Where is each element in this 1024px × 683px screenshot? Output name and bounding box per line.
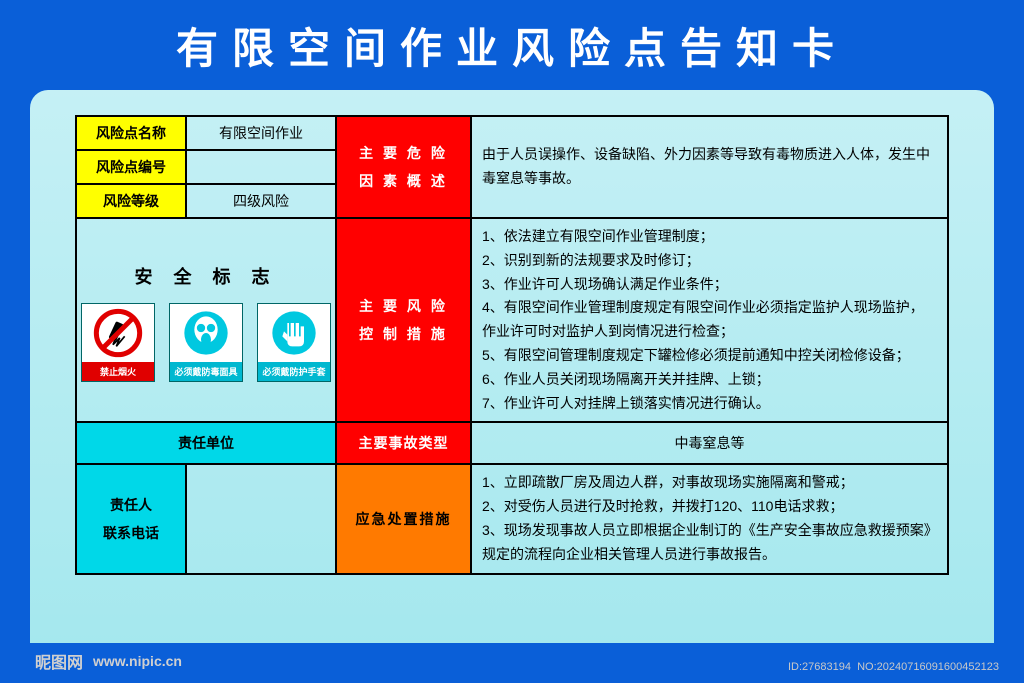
sign-gas-mask: 必须戴防毒面具 <box>169 303 243 382</box>
label-risk-level: 风险等级 <box>76 184 186 218</box>
list-item: 4、有限空间作业管理制度规定有限空间作业必须指定监护人现场监护，作业许可时对监护… <box>482 296 937 344</box>
list-item: 3、现场发现事故人员立即根据企业制订的《生产安全事故应急救援预案》规定的流程向企… <box>482 519 937 567</box>
no-fire-icon <box>82 304 154 362</box>
list-item: 5、有限空间管理制度规定下罐检修必须提前通知中控关闭检修设备； <box>482 344 937 368</box>
label-hazard-summary: 主 要 危 险因 素 概 述 <box>336 116 471 218</box>
watermark-url: www.nipic.cn <box>93 653 182 669</box>
list-item: 7、作业许可人对挂牌上锁落实情况进行确认。 <box>482 392 937 416</box>
risk-table: 风险点名称 有限空间作业 主 要 危 险因 素 概 述 由于人员误操作、设备缺陷… <box>75 115 949 575</box>
title-text: 有限空间作业风险点告知卡 <box>176 15 848 76</box>
value-accident-type: 中毒窒息等 <box>471 422 948 464</box>
label-responsible-org: 责任单位 <box>76 422 336 464</box>
value-risk-level: 四级风险 <box>186 184 336 218</box>
list-item: 1、依法建立有限空间作业管理制度； <box>482 225 937 249</box>
list-item: 6、作业人员关闭现场隔离开关并挂牌、上锁； <box>482 368 937 392</box>
label-contact: 责任人联系电话 <box>76 464 186 573</box>
label-risk-code: 风险点编号 <box>76 150 186 184</box>
label-emergency: 应急处置措施 <box>336 464 471 573</box>
gas-mask-icon <box>170 304 242 362</box>
list-item: 3、作业许可人现场确认满足作业条件； <box>482 273 937 297</box>
sign-label: 必须戴防毒面具 <box>170 362 242 381</box>
list-item: 2、对受伤人员进行及时抢救，并拨打120、110电话求救； <box>482 495 937 519</box>
list-item: 2、识别到新的法规要求及时修订； <box>482 249 937 273</box>
label-risk-name: 风险点名称 <box>76 116 186 150</box>
watermark: 昵图网 www.nipic.cn <box>35 649 182 673</box>
image-meta: ID:27683194 NO:20240716091600452123 <box>788 661 999 673</box>
text-hazard-summary: 由于人员误操作、设备缺陷、外力因素等导致有毒物质进入人体，发生中毒窒息等事故。 <box>471 116 948 218</box>
safety-signs-title: 安 全 标 志 <box>77 251 335 303</box>
label-control-measures: 主 要 风 险控 制 措 施 <box>336 218 471 422</box>
gloves-icon <box>258 304 330 362</box>
sign-no-fire: 禁止烟火 <box>81 303 155 382</box>
list-item: 1、立即疏散厂房及周边人群，对事故现场实施隔离和警戒； <box>482 471 937 495</box>
value-risk-name: 有限空间作业 <box>186 116 336 150</box>
sign-label: 禁止烟火 <box>82 362 154 381</box>
sign-gloves: 必须戴防护手套 <box>257 303 331 382</box>
sign-label: 必须戴防护手套 <box>258 362 330 381</box>
text-emergency: 1、立即疏散厂房及周边人群，对事故现场实施隔离和警戒；2、对受伤人员进行及时抢救… <box>471 464 948 573</box>
label-accident-type: 主要事故类型 <box>336 422 471 464</box>
value-contact <box>186 464 336 573</box>
content-panel: 风险点名称 有限空间作业 主 要 危 险因 素 概 述 由于人员误操作、设备缺陷… <box>30 90 994 643</box>
safety-signs-row: 禁止烟火 必须戴防毒面具 <box>77 303 335 390</box>
page-title: 有限空间作业风险点告知卡 <box>0 0 1024 90</box>
safety-signs-cell: 安 全 标 志 禁止烟火 <box>76 218 336 422</box>
value-risk-code <box>186 150 336 184</box>
text-control-measures: 1、依法建立有限空间作业管理制度；2、识别到新的法规要求及时修订；3、作业许可人… <box>471 218 948 422</box>
watermark-logo: 昵图网 <box>35 649 83 673</box>
